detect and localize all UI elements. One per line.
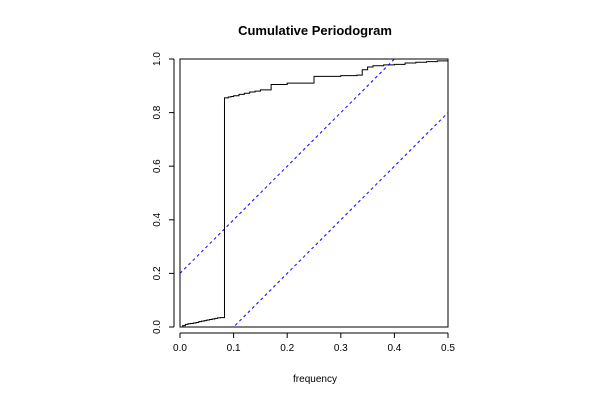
confidence-band-line-2 bbox=[232, 112, 448, 327]
x-tick-label: 0.4 bbox=[387, 343, 401, 354]
y-tick-label: 1.0 bbox=[152, 52, 163, 66]
confidence-band-line-1 bbox=[180, 59, 396, 274]
cumulative-periodogram-line bbox=[180, 59, 448, 327]
plot-frame bbox=[179, 58, 449, 328]
chart-title: Cumulative Periodogram bbox=[238, 23, 392, 38]
y-tick-label: 0.6 bbox=[152, 159, 163, 173]
x-tick-label: 0.0 bbox=[173, 343, 187, 354]
y-tick-label: 0.4 bbox=[152, 212, 163, 226]
y-tick-label: 0.8 bbox=[152, 105, 163, 119]
y-tick-label: 0.2 bbox=[152, 266, 163, 280]
y-tick-label: 0.0 bbox=[152, 320, 163, 334]
x-tick-label: 0.2 bbox=[280, 343, 294, 354]
x-tick-label: 0.1 bbox=[227, 343, 241, 354]
x-tick-label: 0.3 bbox=[334, 343, 348, 354]
plot-area: 0.0 0.1 0.2 0.3 0.4 0.5 0.0 0.2 0.4 0.6 0.8 1.0 bbox=[152, 52, 455, 354]
x-axis-label: frequency bbox=[293, 374, 337, 385]
x-tick-label: 0.5 bbox=[441, 343, 455, 354]
